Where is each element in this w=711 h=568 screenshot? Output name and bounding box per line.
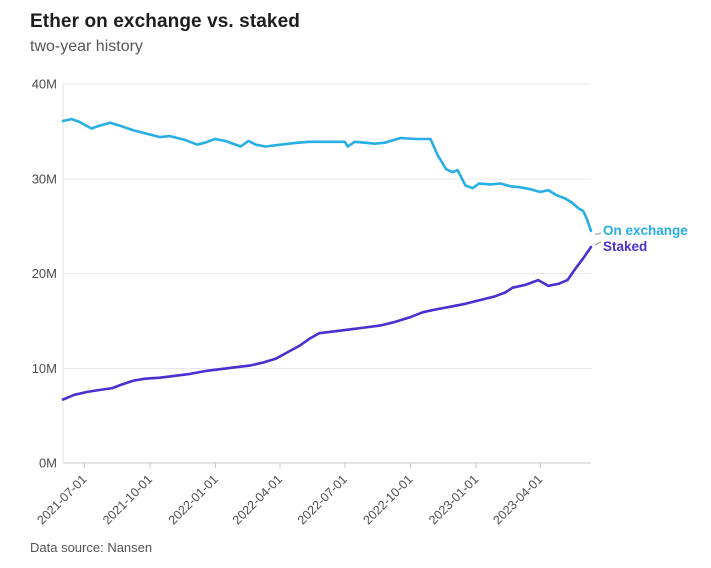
series-line-on-exchange — [61, 117, 593, 233]
gridlines-group — [63, 83, 591, 464]
chart-header: Ether on exchange vs. staked two-year hi… — [30, 10, 300, 57]
series-lines-group — [61, 117, 593, 401]
x-tick-label: 2022-01-01 — [166, 472, 221, 527]
data-source-note: Data source: Nansen — [30, 540, 153, 555]
legend-label-on-exchange: On exchange — [603, 222, 688, 238]
chart-title: Ether on exchange vs. staked — [30, 11, 300, 32]
x-tick-label: 2023-01-01 — [426, 472, 481, 527]
y-tick-label: 40M — [32, 77, 57, 92]
x-tick-label: 2022-07-01 — [295, 472, 350, 527]
y-axis-labels-group: 0M 10M 20M 30M 40M — [32, 77, 57, 471]
x-tick-label: 2021-07-01 — [34, 472, 89, 527]
x-tick-label: 2023-04-01 — [490, 472, 545, 527]
x-axis-labels-group: 2021-07-01 2021-10-01 2022-01-01 2022-04-01… — [34, 472, 545, 527]
x-tick-label: 2021-10-01 — [100, 472, 155, 527]
chart-subtitle: two-year history — [30, 38, 143, 55]
legend-leader-mark — [594, 232, 602, 235]
legend-label-staked: Staked — [603, 238, 648, 254]
y-tick-label: 20M — [32, 266, 57, 281]
series-line-staked — [61, 245, 593, 401]
chart-footer: Data source: Nansen — [30, 540, 152, 555]
legend-leader-mark — [594, 241, 602, 246]
y-tick-label: 10M — [32, 361, 57, 376]
x-tick-label: 2022-10-01 — [360, 472, 415, 527]
legend-leader-marks-group — [594, 232, 602, 246]
x-tick-label: 2022-04-01 — [230, 472, 285, 527]
y-tick-label: 30M — [32, 171, 57, 186]
y-tick-label: 0M — [39, 456, 57, 471]
